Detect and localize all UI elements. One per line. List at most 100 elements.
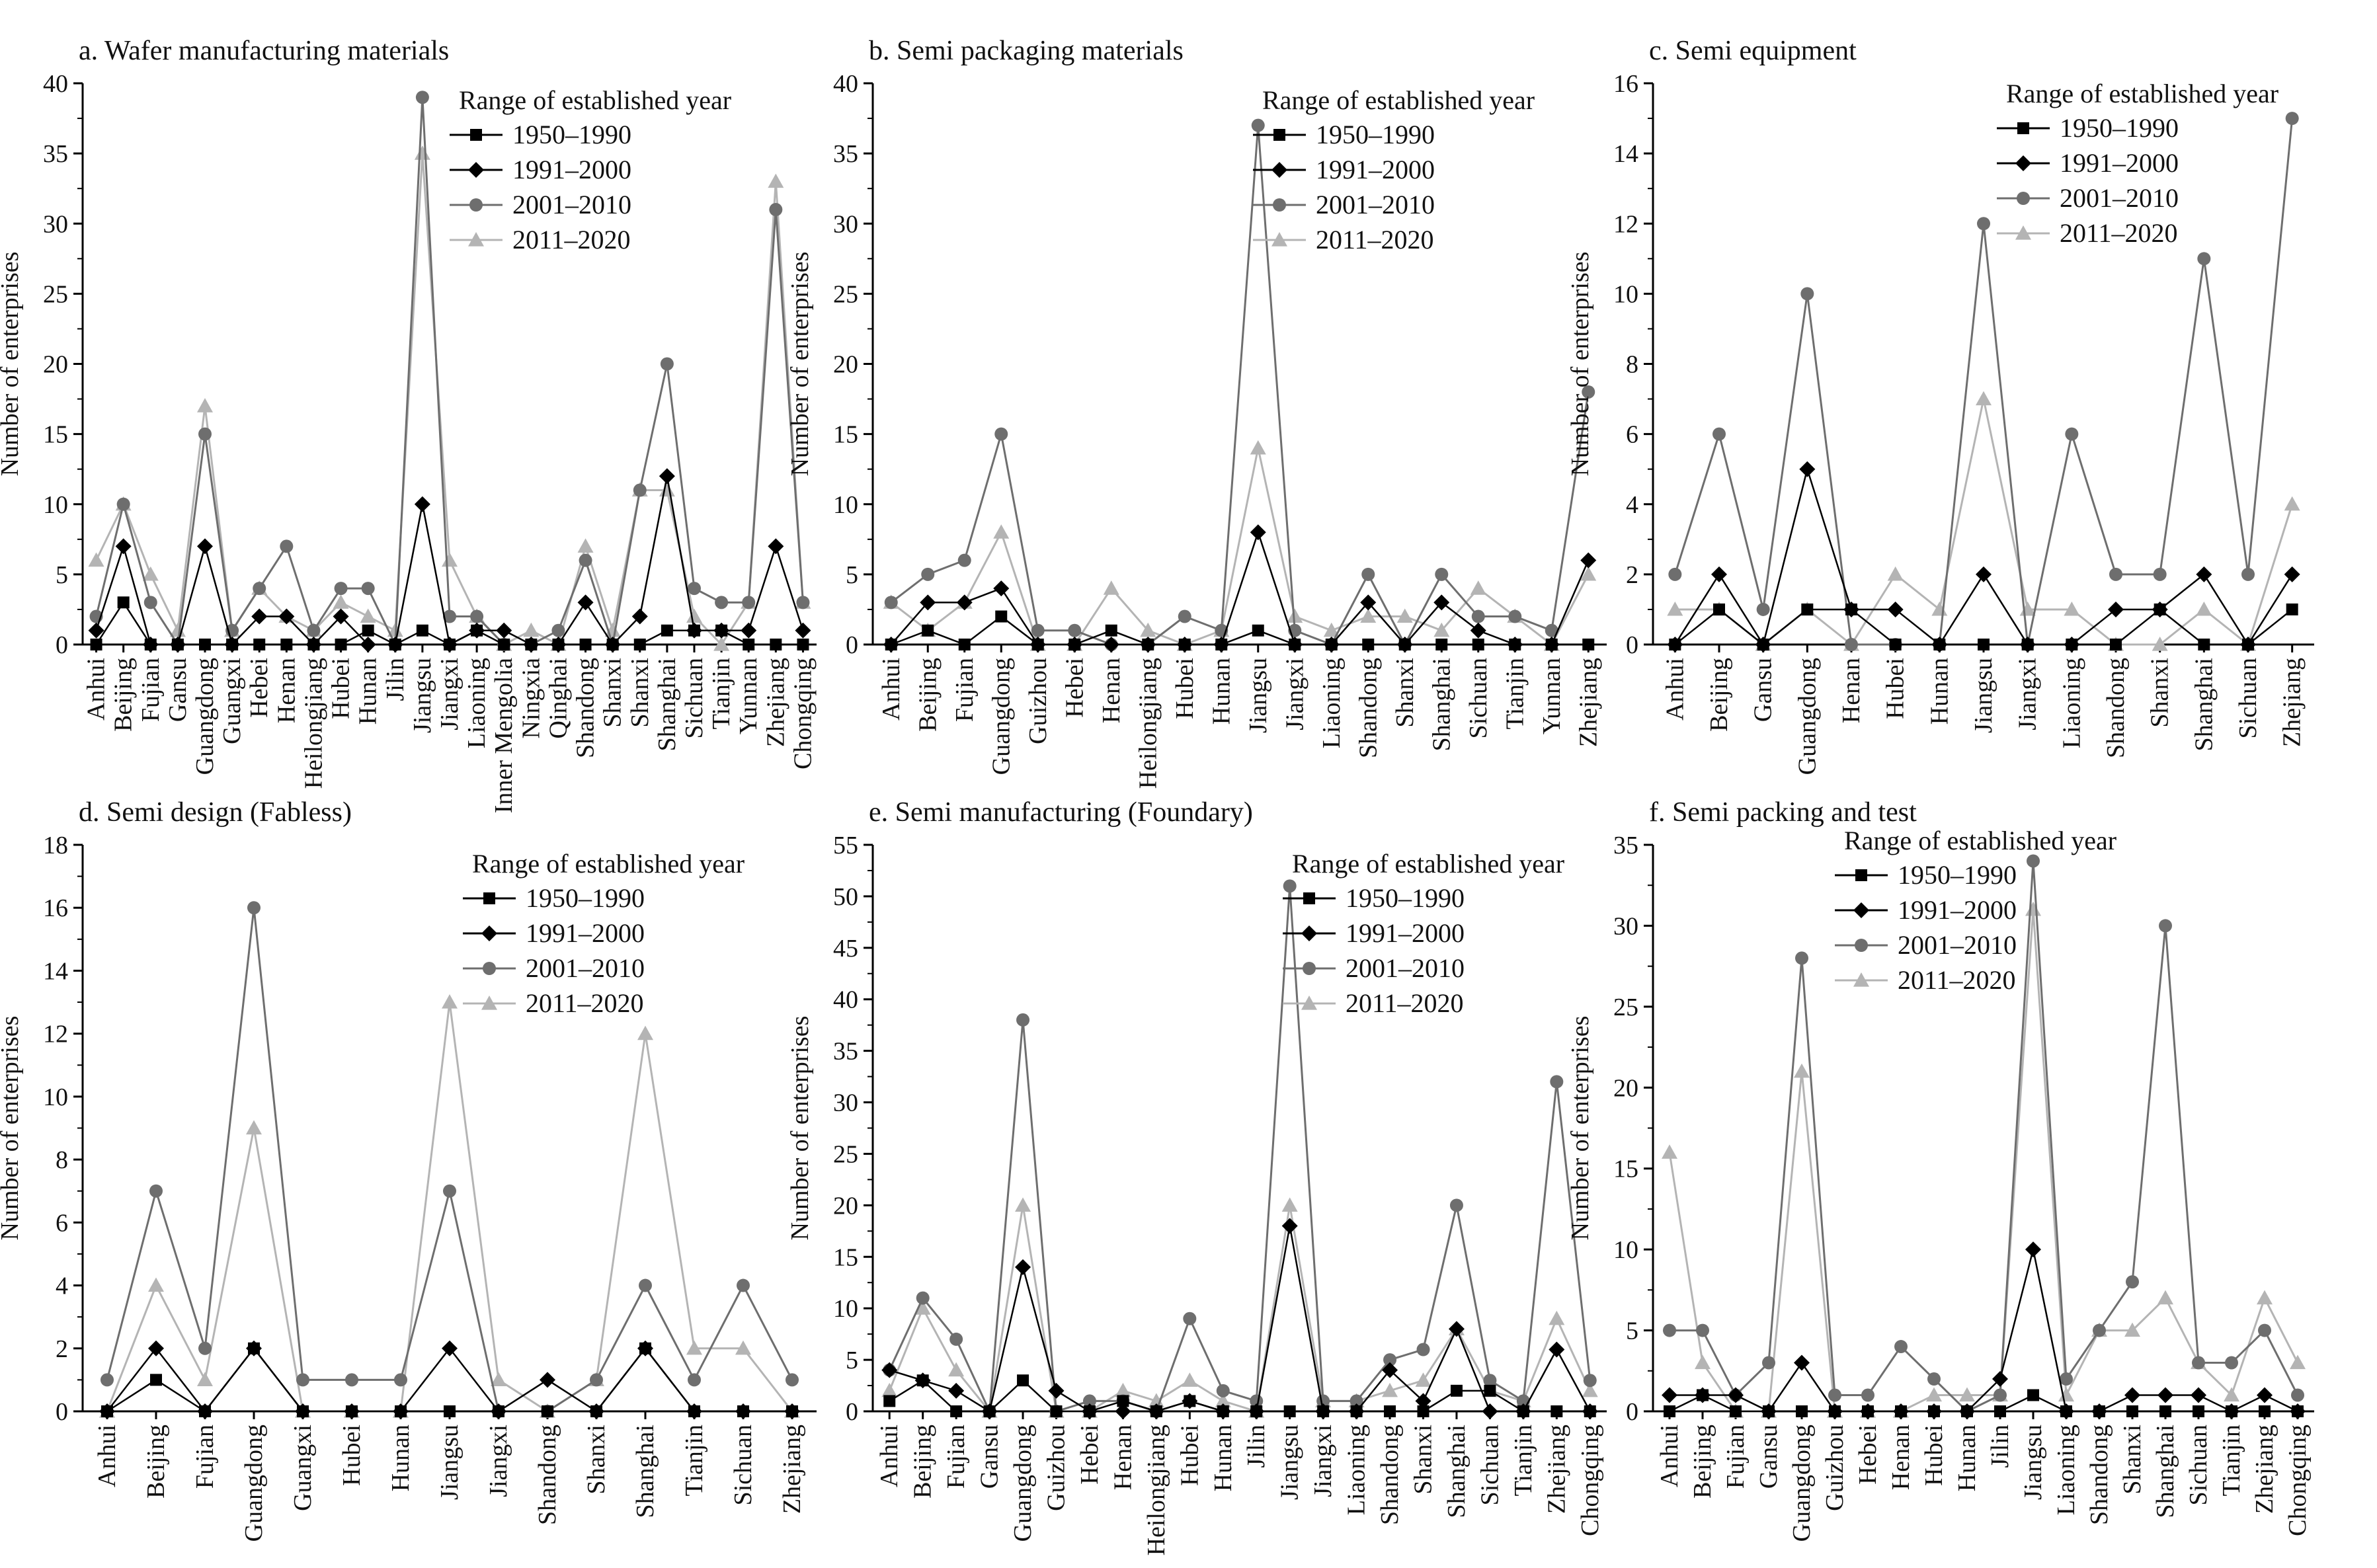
data-point-s1 — [525, 639, 538, 650]
series-line-2 — [1674, 466, 2293, 647]
data-point-s2 — [881, 1362, 898, 1378]
x-tick-label: Hebei — [1854, 1425, 1882, 1485]
x-tick-label: Shandong — [572, 658, 600, 758]
data-point-s3 — [1762, 1356, 1775, 1370]
legend-label: 1991–2000 — [526, 918, 645, 948]
data-point-s2 — [251, 608, 268, 625]
data-point-s1 — [1178, 639, 1191, 650]
data-point-s3 — [2027, 854, 2040, 868]
x-tick-label: Shanxi — [599, 658, 627, 728]
data-point-s3 — [1016, 1013, 1030, 1027]
legend-marker — [2015, 225, 2031, 240]
data-point-s4 — [713, 637, 730, 651]
data-point-s1 — [1384, 1405, 1396, 1417]
data-point-s3 — [916, 1291, 930, 1305]
x-tick-label: Sichuan — [1476, 1425, 1504, 1505]
x-tick-label: Sichuan — [680, 658, 708, 738]
y-tick-label: 25 — [833, 280, 858, 308]
data-point-s2 — [2196, 566, 2212, 582]
series-line-4 — [95, 153, 804, 647]
y-tick-label: 35 — [833, 1038, 858, 1066]
data-point-s1 — [1217, 1405, 1229, 1417]
x-tick-label: Chongqing — [2284, 1425, 2312, 1536]
data-point-s4 — [1148, 1393, 1164, 1408]
data-point-s1 — [770, 639, 782, 650]
data-point-s4 — [1976, 391, 1992, 406]
y-tick-label: 20 — [43, 351, 68, 379]
data-point-s1 — [307, 639, 320, 650]
legend-label: 1950–1990 — [1346, 883, 1465, 913]
x-tick-label: Shanxi — [2118, 1425, 2146, 1495]
x-tick-label: Gansu — [164, 658, 192, 722]
x-tick-label: Liaoning — [1318, 658, 1346, 748]
x-tick-label: Shanghai — [1428, 658, 1455, 751]
data-point-s1 — [2093, 1405, 2105, 1417]
data-point-s1 — [1845, 603, 1857, 615]
data-point-s3 — [2225, 1356, 2238, 1370]
data-point-s3 — [660, 357, 674, 371]
y-tick-label: 6 — [56, 1209, 68, 1237]
data-point-s3 — [796, 596, 810, 609]
y-tick-label: 5 — [1626, 1317, 1638, 1345]
y-tick-label: 12 — [1613, 210, 1638, 238]
data-point-s4 — [360, 608, 376, 623]
x-tick-label: Anhui — [875, 1425, 903, 1487]
data-point-s2 — [1728, 1387, 1744, 1403]
x-tick-label: Sichuan — [1465, 658, 1492, 738]
x-tick-label: Beijing — [1689, 1425, 1716, 1499]
data-point-s1 — [1978, 639, 1990, 650]
data-point-s2 — [631, 608, 648, 625]
x-tick-label: Tianjin — [680, 1425, 708, 1496]
data-point-s3 — [2285, 112, 2299, 126]
chart-title: c. Semi equipment — [1649, 36, 1857, 66]
data-point-s1 — [1895, 1405, 1907, 1417]
data-point-s3 — [253, 582, 266, 596]
x-tick-label: Fujian — [951, 658, 979, 722]
data-point-s1 — [579, 639, 592, 650]
data-point-s1 — [2286, 603, 2298, 615]
data-point-s1 — [1961, 1405, 1973, 1417]
data-point-s1 — [2021, 639, 2034, 650]
data-point-s4 — [948, 1362, 965, 1377]
data-point-s1 — [253, 639, 266, 650]
x-tick-label: Henan — [1109, 1425, 1137, 1490]
data-point-s3 — [1927, 1372, 1941, 1386]
y-tick-label: 16 — [1613, 70, 1638, 98]
data-point-s3 — [2241, 567, 2255, 581]
x-tick-label: Heilongjiang — [1143, 1425, 1170, 1555]
data-point-s1 — [2066, 639, 2078, 650]
data-point-s3 — [742, 596, 756, 609]
data-point-s1 — [2060, 1405, 2072, 1417]
x-tick-label: Shanghai — [2190, 658, 2218, 751]
data-point-s2 — [1115, 1403, 1131, 1419]
data-point-s1 — [1435, 639, 1448, 650]
data-point-s2 — [1448, 1321, 1465, 1337]
data-point-s1 — [1117, 1395, 1129, 1407]
chart-panel-4: d. Semi design (Fabless) Number of enterp… — [0, 797, 817, 1542]
data-point-s3 — [116, 497, 130, 511]
legend-label: 2001–2010 — [512, 190, 631, 219]
data-point-s3 — [2109, 567, 2122, 581]
y-axis-label: Number of enterprises — [786, 1016, 814, 1241]
y-axis-label: Number of enterprises — [1566, 252, 1594, 477]
legend-title: Range of established year — [472, 849, 745, 879]
data-point-s1 — [1757, 639, 1769, 650]
data-point-s4 — [246, 1120, 262, 1135]
data-point-s4 — [2058, 1387, 2074, 1402]
y-tick-label: 18 — [43, 832, 68, 859]
data-point-s4 — [2284, 496, 2300, 511]
data-point-s3 — [1082, 1394, 1096, 1408]
data-point-s3 — [2159, 919, 2172, 933]
legend-label: 1950–1990 — [1316, 120, 1435, 149]
x-tick-label: Liaoning — [463, 658, 491, 748]
data-point-s4 — [1396, 608, 1413, 623]
x-tick-label: Sichuan — [2185, 1425, 2212, 1505]
data-point-s4 — [1140, 622, 1156, 637]
legend-marker — [1303, 962, 1316, 975]
data-point-s4 — [735, 1340, 751, 1355]
legend-marker — [481, 996, 497, 1010]
y-tick-label: 10 — [1613, 1236, 1638, 1264]
legend-label: 2011–2020 — [1898, 965, 2016, 995]
x-tick-label: Guangdong — [1793, 658, 1821, 775]
